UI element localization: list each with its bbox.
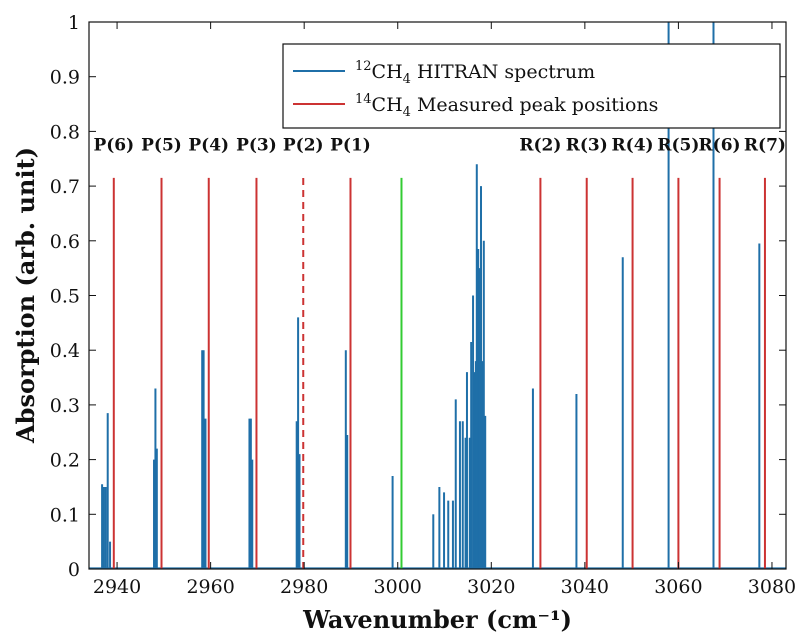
legend-subscript: 4 bbox=[403, 72, 411, 87]
y-tick-label: 0.8 bbox=[50, 121, 80, 143]
branch-label: R(4) bbox=[612, 136, 654, 156]
x-tick-label: 3040 bbox=[561, 576, 609, 598]
branch-label: R(7) bbox=[744, 136, 786, 156]
x-tick-label: 2980 bbox=[280, 576, 328, 598]
x-tick-label: 3020 bbox=[467, 576, 515, 598]
branch-labels: P(6) P(5) P(4) P(3) P(2) P(1) R(2) R(3) R(4) R(5)… bbox=[93, 136, 786, 156]
legend-isotope-mass: 14 bbox=[355, 92, 372, 107]
y-tick-label: 0.1 bbox=[50, 504, 80, 526]
y-tick-label: 0 bbox=[68, 559, 80, 581]
x-axis-title: Wavenumber (cm⁻¹) bbox=[302, 605, 572, 634]
legend-entry-measured: 14CH4 Measured peak positions bbox=[355, 92, 658, 120]
legend: 12CH4 HITRAN spectrum 14CH4 Measured pea… bbox=[282, 43, 781, 129]
x-tick-label: 3000 bbox=[374, 576, 422, 598]
branch-label: P(6) bbox=[93, 136, 134, 156]
y-tick-label: 0.3 bbox=[50, 395, 80, 417]
legend-entry-hitran: 12CH4 HITRAN spectrum bbox=[355, 59, 595, 87]
y-tick-label: 0.7 bbox=[50, 176, 80, 198]
branch-label: R(2) bbox=[519, 136, 561, 156]
legend-molecule: CH bbox=[372, 94, 403, 116]
x-tick-label: 3080 bbox=[748, 576, 796, 598]
branch-label: P(3) bbox=[236, 136, 277, 156]
y-tick-label: 0.6 bbox=[50, 231, 80, 253]
branch-label: P(2) bbox=[283, 136, 324, 156]
y-tick-label: 0.9 bbox=[50, 67, 80, 89]
y-tick-label: 0.2 bbox=[50, 450, 80, 472]
legend-subscript: 4 bbox=[403, 105, 411, 120]
branch-label: R(5) bbox=[657, 136, 699, 156]
legend-molecule: CH bbox=[372, 61, 403, 83]
branch-label: R(6) bbox=[699, 136, 741, 156]
branch-label: R(3) bbox=[566, 136, 608, 156]
x-tick-label: 2940 bbox=[93, 576, 141, 598]
axis-ticks: 2940 2960 2980 3000 3020 3040 3060 3080 0 0.1 0.2 0… bbox=[50, 12, 796, 598]
y-tick-label: 0.4 bbox=[50, 340, 80, 362]
branch-label: P(5) bbox=[141, 136, 182, 156]
y-tick-label: 0.5 bbox=[50, 286, 80, 308]
y-axis-title: Absorption (arb. unit) bbox=[11, 147, 40, 444]
x-tick-label: 2960 bbox=[186, 576, 234, 598]
y-tick-label: 1 bbox=[68, 12, 80, 34]
legend-isotope-mass: 12 bbox=[355, 59, 372, 74]
legend-description: Measured peak positions bbox=[411, 94, 658, 116]
legend-box bbox=[282, 43, 781, 129]
branch-label: P(4) bbox=[188, 136, 229, 156]
legend-description: HITRAN spectrum bbox=[411, 61, 595, 83]
x-tick-label: 3060 bbox=[654, 576, 702, 598]
branch-label: P(1) bbox=[330, 136, 371, 156]
